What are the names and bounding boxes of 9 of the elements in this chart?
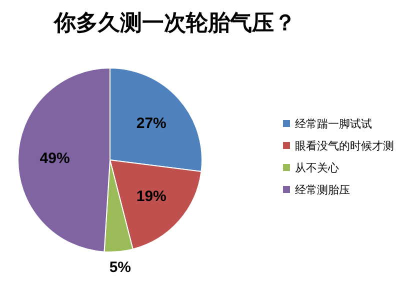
data-label: 49% — [40, 150, 70, 167]
data-label: 19% — [136, 188, 166, 206]
legend-label: 经常踹一脚试试 — [295, 118, 372, 130]
chart-title: 你多久测一次轮胎气压？ — [53, 10, 296, 36]
data-label: 5% — [109, 259, 132, 276]
data-label: 27% — [136, 114, 166, 132]
legend-label: 从不关心 — [295, 162, 339, 174]
legend-label: 经常测胎压 — [295, 184, 350, 196]
legend-label: 眼看没气的时候才测 — [295, 140, 394, 152]
